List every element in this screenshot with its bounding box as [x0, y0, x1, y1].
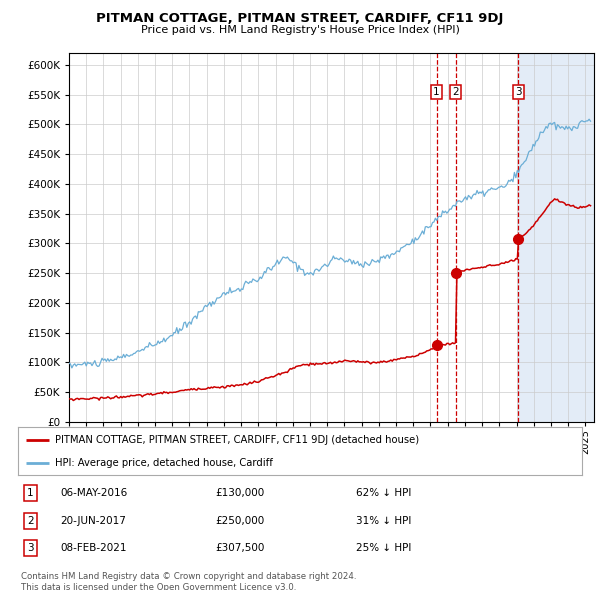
Text: £250,000: £250,000 [215, 516, 265, 526]
Text: £130,000: £130,000 [215, 489, 265, 499]
Text: 62% ↓ HPI: 62% ↓ HPI [356, 489, 412, 499]
Text: HPI: Average price, detached house, Cardiff: HPI: Average price, detached house, Card… [55, 458, 272, 468]
Text: 3: 3 [27, 543, 34, 553]
Text: £307,500: £307,500 [215, 543, 265, 553]
Text: Contains HM Land Registry data © Crown copyright and database right 2024.
This d: Contains HM Land Registry data © Crown c… [21, 572, 356, 590]
Text: 2: 2 [452, 87, 459, 97]
Text: 1: 1 [27, 489, 34, 499]
Bar [518, 53, 594, 422]
Text: 1: 1 [433, 87, 440, 97]
Text: Price paid vs. HM Land Registry's House Price Index (HPI): Price paid vs. HM Land Registry's House … [140, 25, 460, 35]
Text: 31% ↓ HPI: 31% ↓ HPI [356, 516, 412, 526]
Text: 06-MAY-2016: 06-MAY-2016 [60, 489, 128, 499]
Text: 2: 2 [27, 516, 34, 526]
Text: 20-JUN-2017: 20-JUN-2017 [60, 516, 126, 526]
Text: 3: 3 [515, 87, 521, 97]
Text: 08-FEB-2021: 08-FEB-2021 [60, 543, 127, 553]
Text: PITMAN COTTAGE, PITMAN STREET, CARDIFF, CF11 9DJ: PITMAN COTTAGE, PITMAN STREET, CARDIFF, … [97, 12, 503, 25]
Text: PITMAN COTTAGE, PITMAN STREET, CARDIFF, CF11 9DJ (detached house): PITMAN COTTAGE, PITMAN STREET, CARDIFF, … [55, 435, 419, 445]
Text: 25% ↓ HPI: 25% ↓ HPI [356, 543, 412, 553]
